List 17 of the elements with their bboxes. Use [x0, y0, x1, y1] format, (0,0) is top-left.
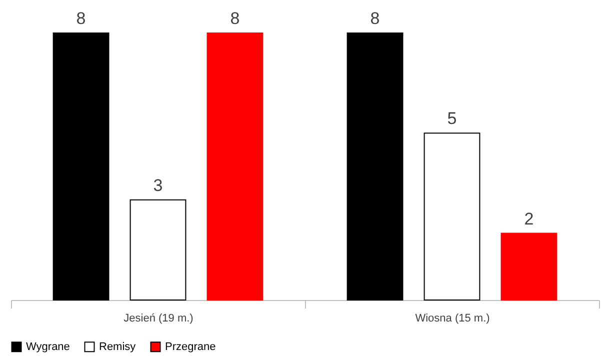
- bar: [52, 32, 110, 300]
- legend-label: Remisy: [99, 340, 136, 353]
- x-tick-label: Wiosna (15 m.): [415, 312, 490, 324]
- bar: [424, 132, 480, 300]
- data-label: 2: [524, 209, 534, 228]
- data-label: 3: [153, 176, 163, 195]
- x-tick-label: Jesień (19 m.): [124, 312, 194, 324]
- data-label: 8: [370, 9, 380, 28]
- legend-label: Przegrane: [165, 340, 216, 353]
- bar: [500, 232, 558, 300]
- data-label: 5: [447, 109, 457, 128]
- bar: [346, 32, 404, 300]
- bar: [206, 32, 264, 300]
- data-label: 8: [76, 9, 86, 28]
- legend-label: Wygrane: [26, 340, 70, 353]
- data-label: 8: [230, 9, 240, 28]
- bar: [130, 199, 186, 300]
